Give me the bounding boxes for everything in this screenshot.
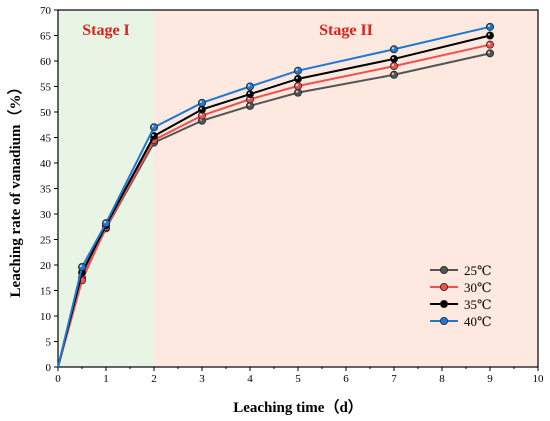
data-point-highlight — [247, 84, 251, 87]
data-point-highlight — [199, 107, 203, 110]
y-tick-label: 35 — [40, 184, 52, 196]
x-tick-label: 5 — [295, 373, 301, 385]
data-point-highlight — [247, 103, 251, 106]
data-point-highlight — [391, 72, 395, 75]
data-point — [293, 66, 302, 75]
y-tick-label: 25 — [40, 235, 52, 247]
data-point-highlight — [295, 76, 299, 79]
series-group — [57, 22, 494, 368]
legend-label: 40℃ — [464, 314, 492, 329]
data-point-highlight — [487, 51, 491, 54]
data-point-highlight — [487, 24, 491, 27]
y-tick-label: 70 — [40, 5, 52, 17]
data-point-highlight — [295, 90, 299, 93]
y-tick-label: 30 — [40, 209, 52, 221]
legend-marker — [439, 265, 448, 274]
x-tick-label: 0 — [55, 373, 61, 385]
legend-label: 35℃ — [464, 297, 492, 312]
data-point — [245, 101, 254, 110]
y-tick-label: 15 — [40, 286, 52, 298]
data-point-highlight — [295, 68, 299, 71]
data-point — [293, 88, 302, 97]
data-point — [102, 219, 111, 228]
stage-label: Stage II — [319, 22, 373, 39]
data-point-highlight — [391, 47, 395, 50]
x-tick-label: 8 — [439, 373, 445, 385]
x-tick-label: 6 — [343, 373, 349, 385]
data-point — [78, 263, 87, 272]
data-point — [485, 49, 494, 58]
data-point — [389, 54, 398, 63]
x-tick-label: 2 — [151, 373, 157, 385]
data-point-highlight — [151, 133, 155, 137]
data-point — [149, 123, 158, 132]
data-point — [197, 105, 206, 114]
legend-marker — [439, 316, 448, 325]
x-tick-label: 7 — [391, 373, 397, 385]
y-tick-label: 5 — [46, 337, 52, 349]
data-point — [485, 31, 494, 40]
data-point-highlight — [103, 221, 107, 224]
legend-label: 25℃ — [464, 263, 492, 278]
data-point — [485, 22, 494, 31]
data-point — [197, 98, 206, 107]
y-axis-title: Leaching rate of vanadium（%） — [6, 80, 24, 298]
legend-marker — [439, 282, 448, 291]
x-tick-label: 9 — [487, 373, 493, 385]
data-point-highlight — [295, 83, 299, 87]
data-point-highlight — [199, 100, 203, 103]
data-point-highlight — [247, 92, 251, 95]
x-tick-label: 10 — [533, 373, 545, 385]
y-tick-label: 40 — [40, 158, 52, 170]
y-tick-label: 20 — [40, 260, 52, 272]
y-tick-label: 60 — [40, 56, 52, 68]
legend: 25℃ 30℃ 35℃ 40℃ — [430, 263, 492, 329]
stage-label: Stage I — [82, 22, 130, 39]
data-point-highlight — [487, 42, 491, 45]
data-point — [389, 70, 398, 79]
x-tick-label: 4 — [247, 373, 253, 385]
y-tick-label: 55 — [40, 82, 52, 94]
y-tick-label: 0 — [46, 362, 52, 374]
data-point — [389, 45, 398, 54]
y-tick-label: 65 — [40, 31, 52, 43]
data-point — [293, 81, 302, 90]
data-point — [245, 90, 254, 99]
data-point — [293, 74, 302, 83]
stage-labels: Stage I Stage II — [82, 22, 373, 39]
data-point — [485, 40, 494, 49]
data-point-highlight — [199, 113, 203, 116]
x-tick-label: 3 — [199, 373, 205, 385]
x-axis-title: Leaching time（d） — [233, 398, 363, 416]
data-point-highlight — [487, 33, 491, 36]
data-point-highlight — [79, 264, 83, 268]
y-tick-label: 50 — [40, 107, 52, 119]
data-point-highlight — [391, 56, 395, 60]
x-tick-label: 1 — [103, 373, 109, 385]
data-point-highlight — [391, 64, 395, 67]
data-point — [245, 82, 254, 91]
data-point — [389, 62, 398, 71]
data-point-highlight — [151, 125, 155, 128]
y-tick-label: 45 — [40, 133, 52, 145]
y-tick-label: 10 — [40, 311, 52, 323]
legend-marker — [439, 299, 448, 308]
legend-label: 30℃ — [464, 280, 492, 295]
